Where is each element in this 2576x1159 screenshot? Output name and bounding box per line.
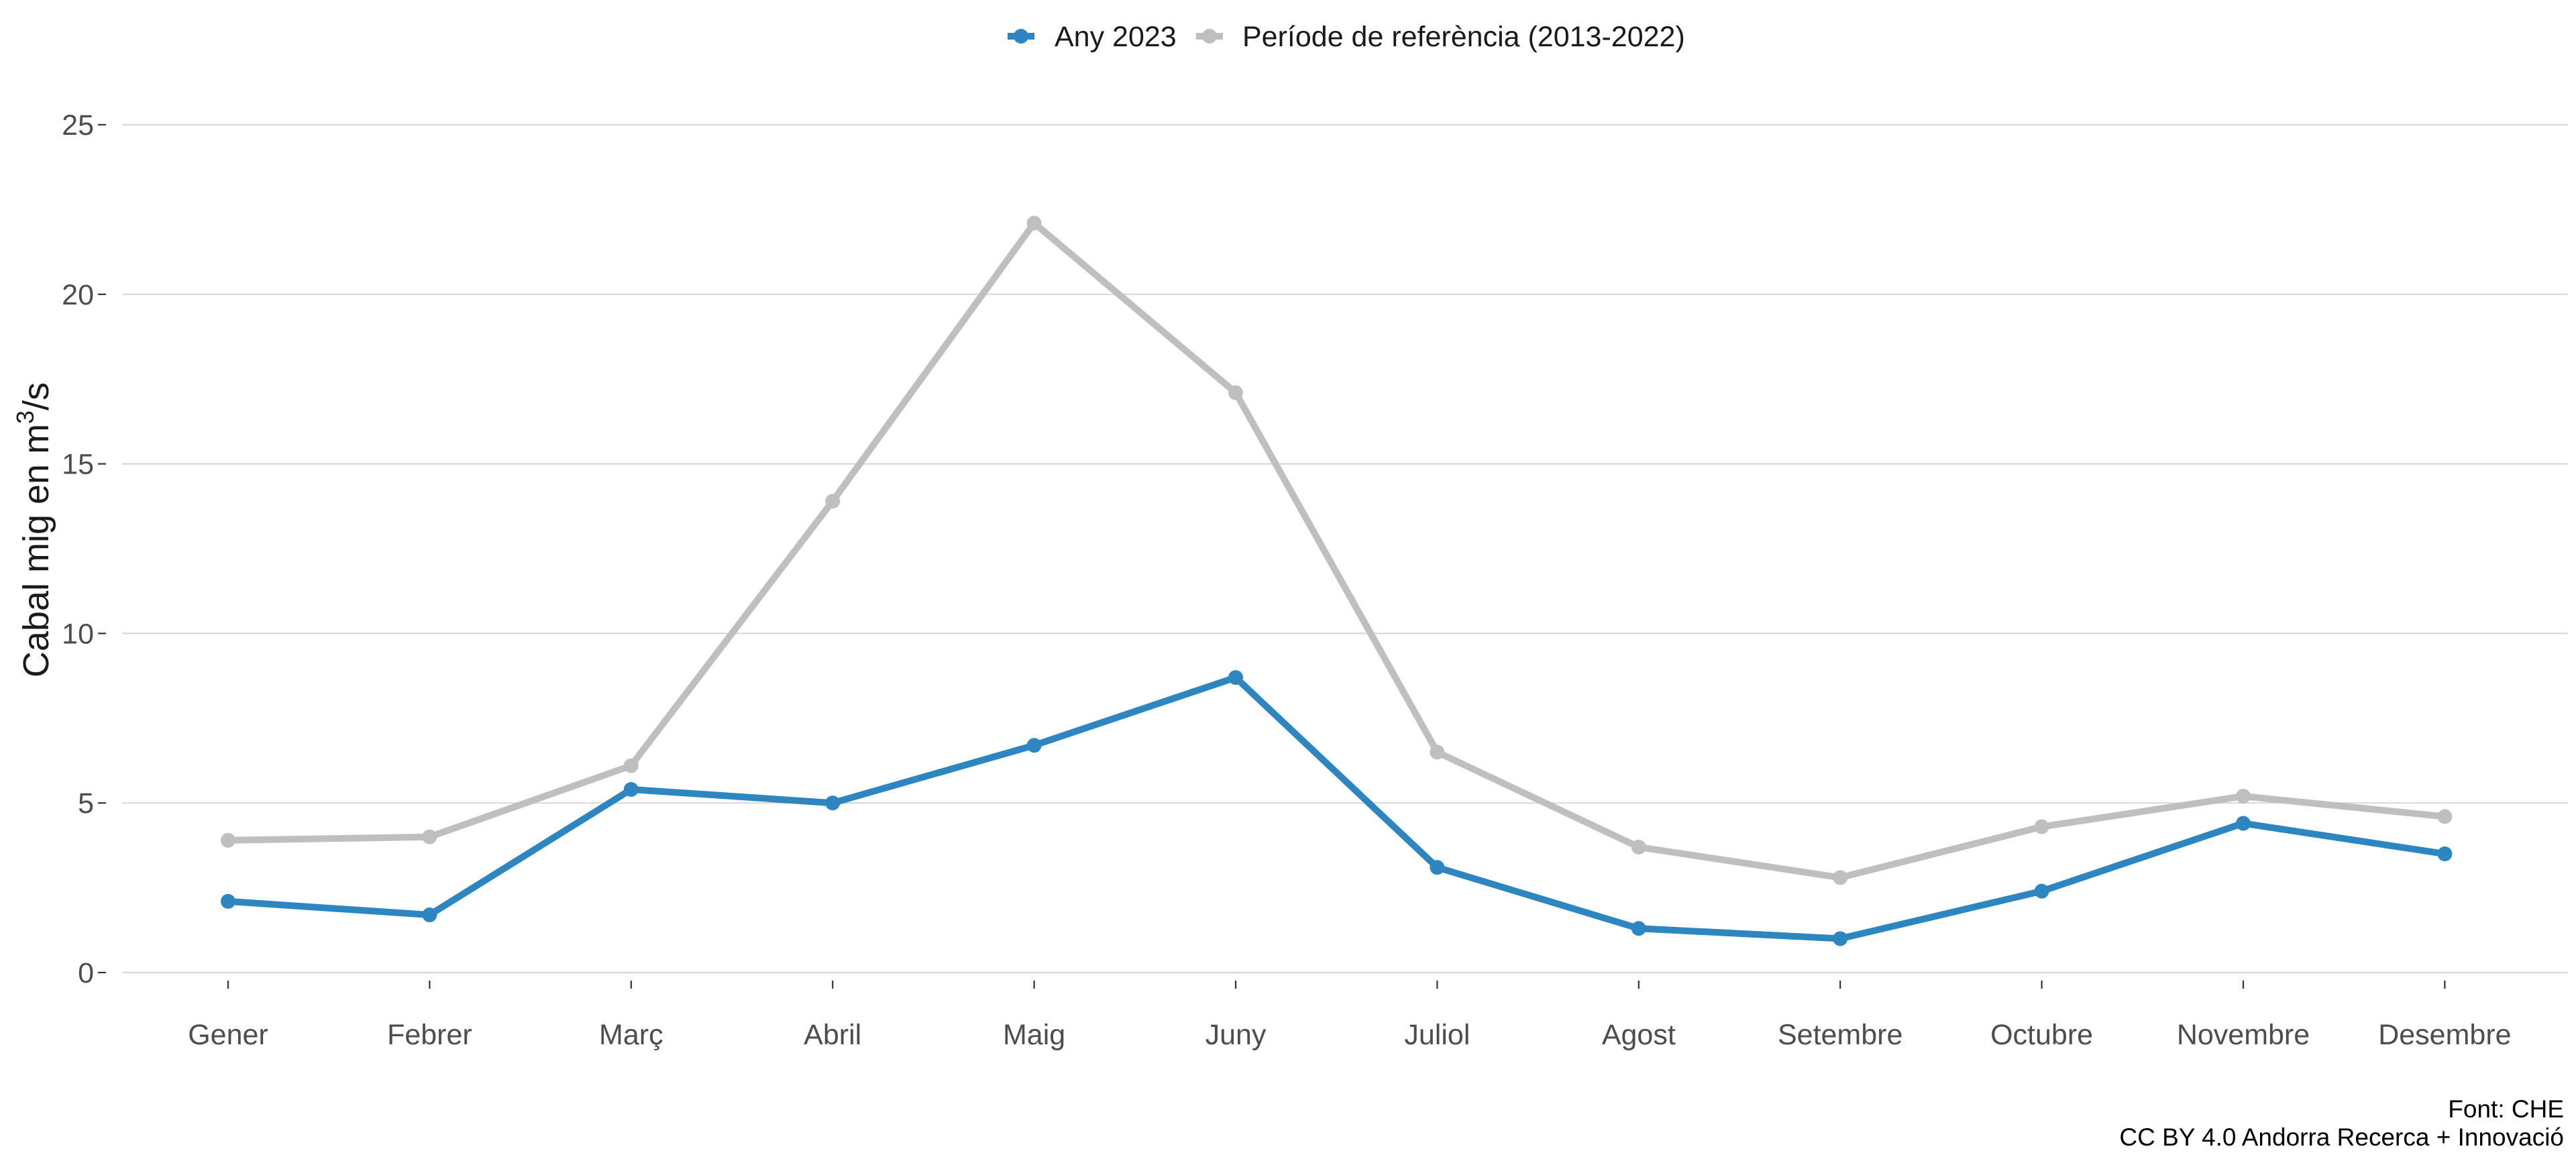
data-point: [1026, 215, 1042, 231]
legend-label: Any 2023: [1055, 21, 1177, 53]
x-tick-label: Desembre: [2378, 1019, 2511, 1051]
series-line: [225, 674, 2449, 942]
legend-item-0: Any 2023: [1008, 21, 1177, 53]
data-point: [623, 781, 639, 797]
data-point: [1631, 839, 1646, 854]
x-tick-label: Setembre: [1778, 1019, 1902, 1051]
data-point: [1833, 931, 1848, 946]
data-point: [825, 494, 841, 509]
series-layer: [221, 215, 2453, 946]
caption-line: Font: CHE: [2448, 1095, 2564, 1123]
series-line: [225, 219, 2449, 881]
x-tick-label: Maig: [1003, 1019, 1065, 1051]
data-point: [2437, 846, 2453, 862]
y-axis-title: Cabal mig en m3/s: [11, 382, 56, 677]
data-point: [1430, 860, 1445, 875]
y-tick-label: 20: [62, 279, 94, 311]
y-tick-label: 25: [62, 109, 94, 142]
x-tick-label: Febrer: [387, 1019, 472, 1051]
y-axis-title-suffix: /s: [16, 382, 56, 410]
data-point: [1833, 870, 1848, 885]
data-point: [1026, 738, 1042, 753]
y-tick-label: 5: [78, 787, 94, 820]
data-point: [623, 758, 639, 773]
y-axis: 0 5 10 15 20 25: [62, 109, 106, 989]
x-tick-label: Març: [599, 1019, 663, 1051]
data-point: [1228, 385, 1243, 400]
y-tick-label: 0: [78, 957, 94, 989]
x-tick-label: Novembre: [2177, 1019, 2310, 1051]
data-point: [422, 907, 437, 923]
data-point: [2034, 819, 2049, 834]
data-point: [1430, 744, 1445, 760]
data-point: [2236, 816, 2251, 831]
caption-line: CC BY 4.0 Andorra Recerca + Innovació: [2119, 1123, 2564, 1151]
x-tick-label: Abril: [804, 1019, 861, 1051]
x-tick-label: Octubre: [1990, 1019, 2093, 1051]
data-point: [1631, 921, 1646, 936]
x-tick-label: Agost: [1602, 1019, 1676, 1051]
data-point: [1228, 670, 1243, 685]
x-tick-label: Gener: [188, 1019, 268, 1051]
data-point: [422, 829, 437, 844]
data-point: [221, 832, 235, 848]
legend-item-1: Període de referència (2013-2022): [1196, 21, 1685, 53]
data-point: [825, 795, 841, 811]
series-1: [221, 215, 2453, 885]
legend-label: Període de referència (2013-2022): [1242, 21, 1685, 53]
data-point: [2437, 809, 2453, 824]
series-0: [221, 670, 2453, 946]
legend-key-point: [1014, 29, 1028, 44]
data-point: [221, 893, 235, 909]
y-tick-label: 15: [62, 449, 94, 481]
gridlines: [122, 123, 2568, 974]
x-tick-label: Juny: [1205, 1019, 1267, 1051]
x-tick-label: Juliol: [1404, 1019, 1470, 1051]
data-point: [2034, 883, 2049, 899]
x-axis: Gener Febrer Març Abril Maig Juny Juliol Agost S…: [188, 981, 2512, 1051]
data-point: [2236, 789, 2251, 804]
y-axis-title-superscript: 3: [11, 410, 39, 424]
legend: Any 2023 Període de referència (2013-2022…: [1008, 21, 1685, 53]
y-axis-title-prefix: Cabal mig en m: [16, 424, 56, 677]
y-tick-label: 10: [62, 618, 94, 650]
legend-key-point: [1202, 29, 1217, 44]
